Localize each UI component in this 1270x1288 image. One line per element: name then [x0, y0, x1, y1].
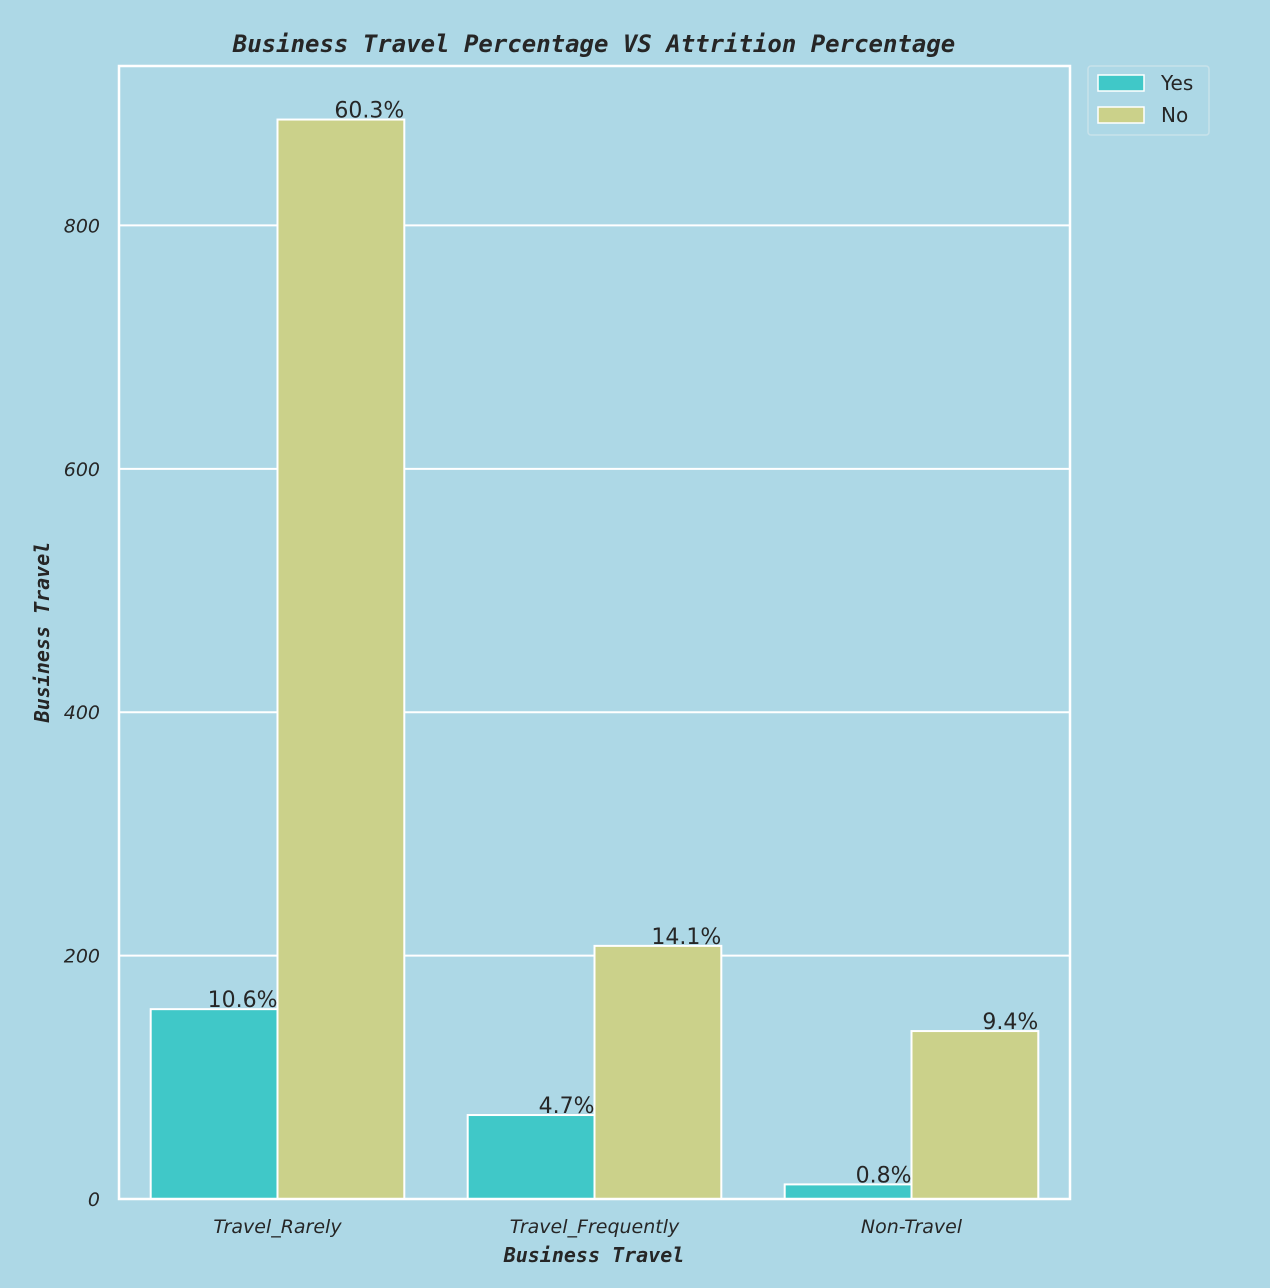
- chart-title: Business Travel Percentage VS Attrition …: [232, 30, 955, 58]
- y-tick-label: 800: [64, 215, 100, 237]
- x-tick-label: Travel_Rarely: [213, 1216, 342, 1238]
- data-labels: 10.6% 60.3% 4.7% 14.1% 0.8% 9.4%: [208, 99, 1039, 1189]
- y-tick-labels: 0 200 400 600 800: [64, 215, 100, 1211]
- y-tick-label: 200: [64, 946, 100, 968]
- x-axis-label: Business Travel: [503, 1243, 685, 1267]
- data-label: 0.8%: [856, 1163, 912, 1188]
- bar-no-travel_frequently: [593, 944, 723, 1201]
- bar-no-non-travel: [910, 1030, 1040, 1200]
- x-tick-label: Travel_Frequently: [510, 1216, 680, 1238]
- data-label: 14.1%: [651, 925, 721, 950]
- y-axis-label: Business Travel: [30, 542, 54, 724]
- legend-swatch-yes: [1097, 74, 1145, 92]
- bar-yes-travel_frequently: [466, 1114, 596, 1201]
- y-tick-label: 400: [64, 702, 100, 724]
- y-tick-label: 0: [88, 1189, 100, 1211]
- plot-frame: [117, 64, 1072, 1201]
- data-label: 60.3%: [334, 99, 404, 124]
- y-tick-label: 600: [64, 459, 100, 481]
- legend: Yes No: [1087, 65, 1210, 136]
- bar-yes-travel_rarely: [149, 1008, 279, 1200]
- x-tick-labels: Travel_Rarely Travel_Frequently Non-Travel: [213, 1216, 962, 1238]
- legend-swatch-no: [1097, 106, 1145, 124]
- data-label: 9.4%: [982, 1010, 1038, 1035]
- legend-label-yes: Yes: [1160, 71, 1193, 95]
- data-label: 10.6%: [208, 988, 278, 1013]
- x-tick-label: Non-Travel: [861, 1216, 963, 1238]
- bar-no-travel_rarely: [276, 118, 406, 1200]
- data-label: 4.7%: [539, 1094, 595, 1119]
- legend-label-no: No: [1161, 103, 1188, 127]
